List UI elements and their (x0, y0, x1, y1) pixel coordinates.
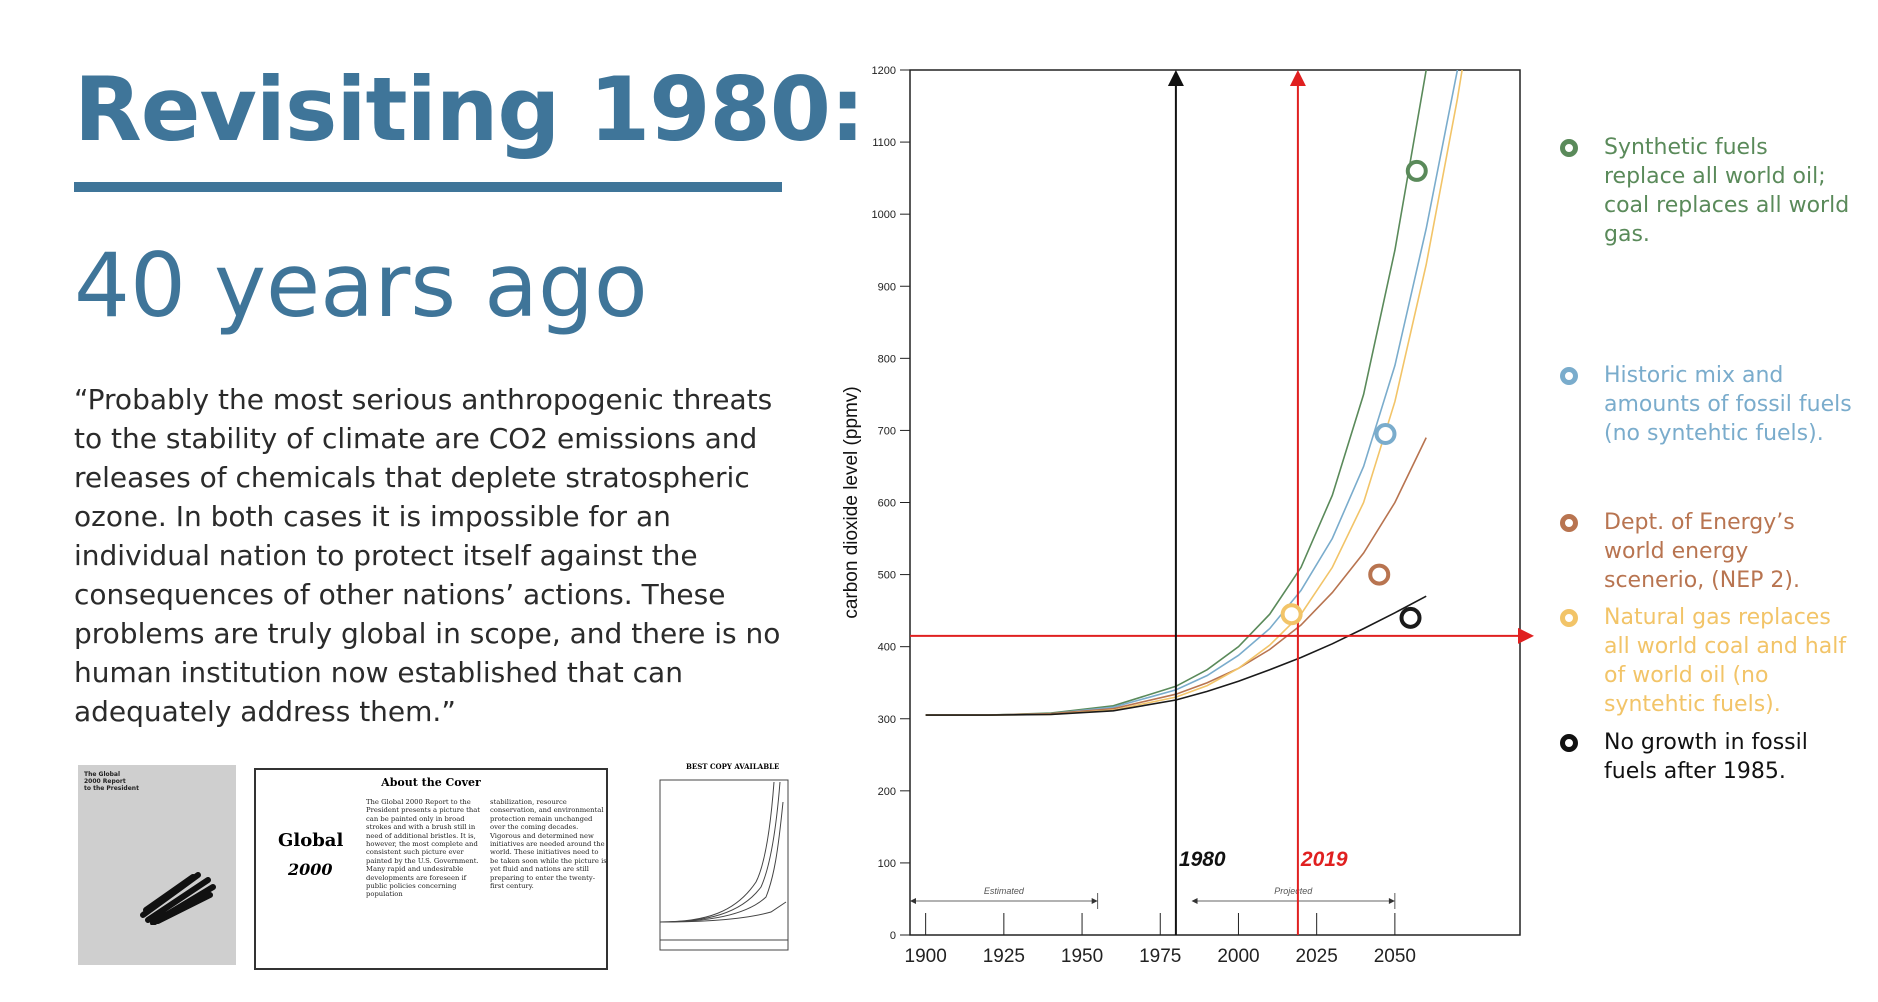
legend-circle-icon (1560, 139, 1578, 157)
period-arrow-left (910, 898, 916, 904)
series-point-4 (1280, 603, 1303, 626)
legend-text: Dept. of Energy’s world energy scenerio,… (1604, 510, 1800, 593)
original-chart-sketch (659, 779, 789, 951)
y-tick-label: 900 (878, 281, 896, 293)
x-tick-label: 1950 (1061, 946, 1103, 967)
x-tick-label: 1925 (983, 946, 1025, 967)
legend-circle-icon (1560, 734, 1578, 752)
y-tick-label: 400 (878, 642, 896, 654)
series-line-4 (925, 70, 1463, 716)
page-title: Revisiting 1980: (74, 58, 865, 161)
x-tick-label: 2000 (1217, 946, 1259, 967)
year-marker-arrow (1167, 70, 1184, 86)
y-tick-label: 800 (878, 353, 896, 365)
legend-text: No growth in fossil fuels after 1985. (1604, 730, 1808, 784)
y-axis-label: carbon dioxide level (ppmv) (841, 386, 862, 618)
year-marker-label: 1980 (1179, 848, 1226, 871)
period-arrow-left (1191, 898, 1198, 904)
brush-scribble-image (140, 872, 216, 925)
y-tick-label: 1200 (872, 65, 896, 77)
about-cover-column-2: stabilization, resource conservation, an… (490, 798, 607, 891)
global-logo-number: 2000 (288, 860, 333, 879)
best-copy-caption: BEST COPY AVAILABLE (686, 762, 780, 771)
series-point-2 (1374, 423, 1397, 446)
period-label: Estimated (984, 886, 1025, 896)
plot-frame (909, 69, 1521, 936)
quote-text: “Probably the most serious anthropogenic… (74, 383, 781, 728)
series-line-5 (925, 595, 1427, 716)
period-arrow-right (1388, 898, 1395, 904)
x-tick-label: 1900 (905, 946, 947, 967)
series-point-3 (1368, 563, 1391, 586)
legend-text: Synthetic fuels replace all world oil; c… (1604, 135, 1850, 247)
legend-text: Historic mix and amounts of fossil fuels… (1604, 363, 1852, 446)
series-line-1 (925, 70, 1428, 716)
y-tick-label: 500 (878, 570, 896, 582)
x-tick-label: 2025 (1296, 946, 1338, 967)
y-tick-label: 700 (878, 425, 896, 437)
legend-text: Natural gas replaces all world coal and … (1604, 605, 1847, 717)
year-marker-label: 2019 (1300, 848, 1348, 871)
x-tick-label: 1975 (1139, 946, 1181, 967)
reference-level-arrow (1518, 627, 1534, 644)
y-tick-label: 100 (878, 858, 896, 870)
series-point-1 (1405, 159, 1428, 182)
report-cover-thumbnail: The Global 2000 Report to the President (78, 765, 236, 965)
period-arrow-right (1091, 898, 1098, 904)
y-tick-label: 200 (878, 786, 896, 798)
series-point-5 (1399, 606, 1422, 629)
year-marker-arrow (1289, 70, 1306, 86)
legend-circle-icon (1560, 609, 1578, 627)
title-underline (74, 182, 782, 192)
legend-circle-icon (1560, 514, 1578, 532)
y-tick-label: 1100 (872, 137, 896, 149)
y-tick-label: 0 (890, 930, 896, 942)
legend-circle-icon (1560, 367, 1578, 385)
about-cover-column-1: The Global 2000 Report to the President … (366, 798, 481, 899)
x-tick-label: 2050 (1374, 946, 1416, 967)
page-subtitle: 40 years ago (74, 234, 648, 337)
co2-chart: 0 100 200 300 400 500 600 700 800 900 1000 1100 1200… (841, 65, 1534, 967)
y-tick-label: 600 (878, 498, 896, 510)
period-label: Projected (1274, 886, 1313, 896)
global-logo-word: Global (278, 830, 344, 851)
y-tick-label: 300 (878, 714, 896, 726)
about-cover-thumbnail: About the Cover Global 2000 The Global 2… (254, 768, 608, 970)
report-cover-title: The Global 2000 Report to the President (84, 771, 139, 792)
series-line-2 (925, 70, 1459, 716)
y-tick-label: 1000 (872, 209, 896, 221)
original-chart-thumbnail: BEST COPY AVAILABLE (646, 762, 794, 978)
about-cover-heading: About the Cover (381, 776, 481, 789)
